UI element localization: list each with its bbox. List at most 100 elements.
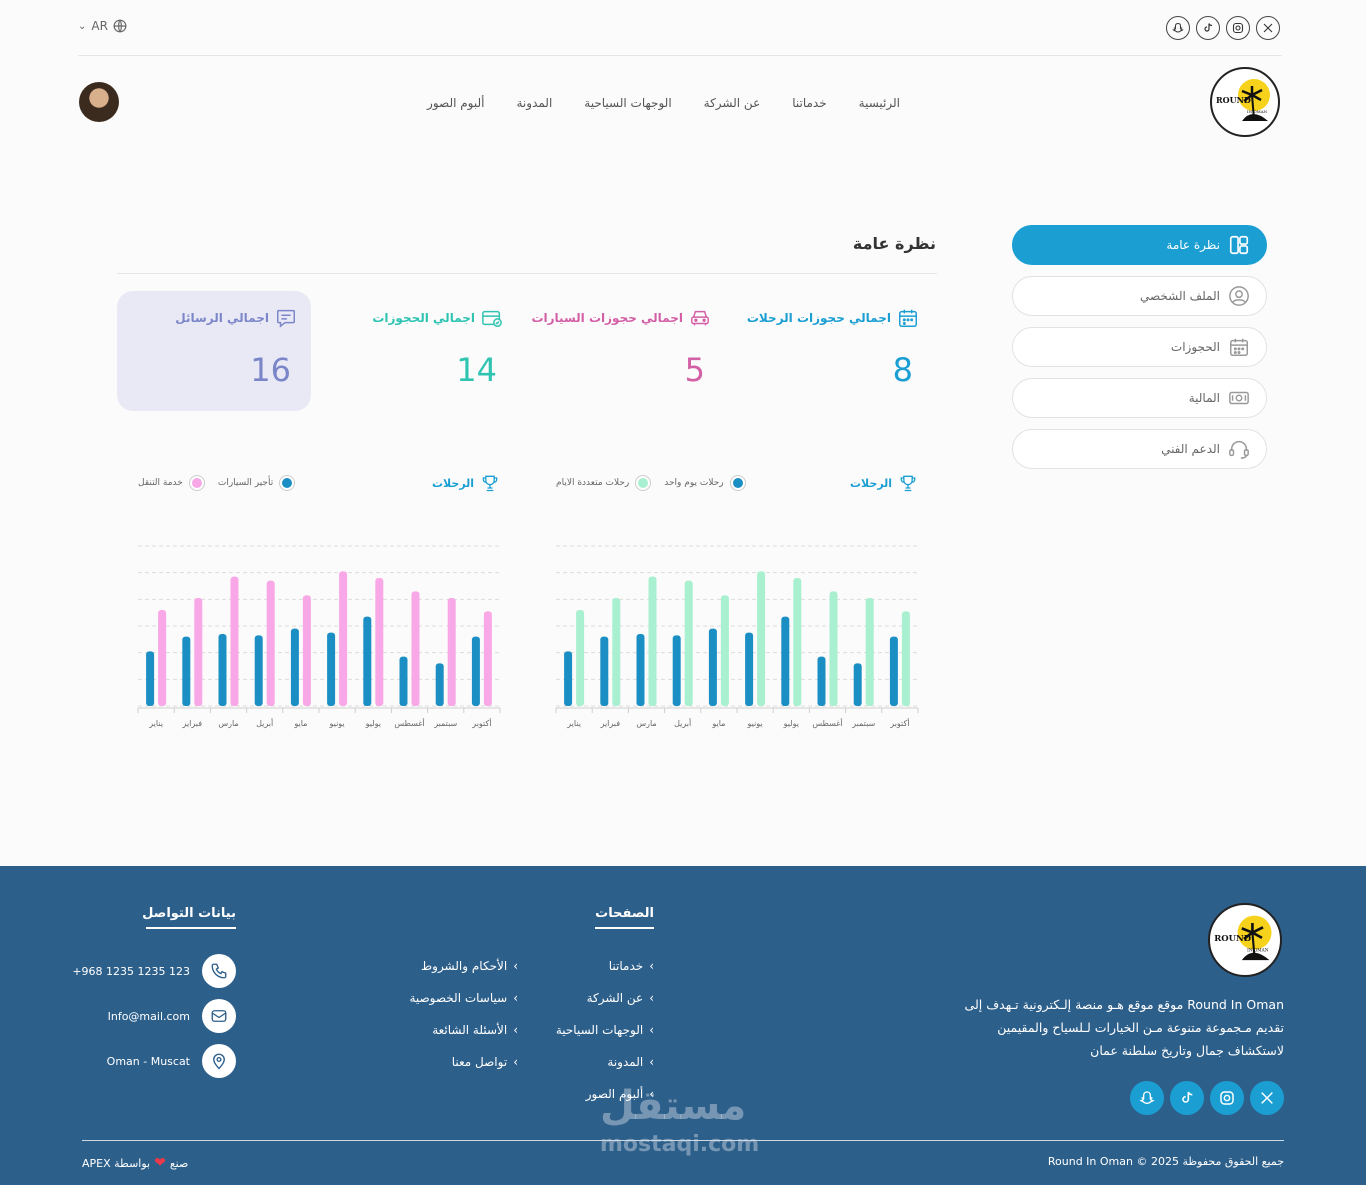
legend-label: رحلات متعددة الايام [556,478,630,488]
bar-primary [182,636,191,706]
logo-text-top: ROUND [1216,95,1251,105]
bar-primary [600,636,609,706]
sidebar-item-overview[interactable]: نظرة عامة [1012,225,1267,265]
sidebar-item-label: الملف الشخصي [1140,289,1220,303]
bar-primary [817,656,826,706]
footer-link-gallery[interactable]: ألبوم الصور ‹ [586,1087,654,1101]
x-tick-label: فبراير [182,719,203,728]
page-title: نظرة عامة [852,234,936,253]
bar-secondary [158,610,167,706]
legend-label: تأجير السيارات [217,478,274,488]
footer-pages-list-2: الأحكام والشروط ‹ سياسات الخصوصية ‹ الأسئل… [409,959,518,1069]
snapchat-icon[interactable] [1166,16,1190,40]
footer-logo[interactable]: ROUND IN OMAN [1208,903,1282,977]
nav-blog[interactable]: المدونة [516,96,553,110]
bar-secondary [339,571,348,706]
language-label: AR [91,19,108,33]
footer-link-about[interactable]: عن الشركة ‹ [587,991,654,1005]
legend-swatch [730,476,745,490]
chart1-title: الرحلات [850,476,893,490]
contact-phone[interactable]: +968 1235 1235 123 [72,954,236,988]
x-tick-label: يونيو [329,719,345,728]
watermark-latin: mostaqi.com [600,1132,760,1157]
footer-link-label: المدونة [607,1055,644,1069]
bar-secondary [266,580,275,706]
legend-label: رحلات يوم واحد [664,478,724,488]
chevron-left-icon: ‹ [649,959,654,973]
footer-pages-heading: الصفحات [595,906,654,929]
stat-label: اجمالي الرسائل [175,311,269,325]
bar-primary [471,636,480,706]
car-icon [691,310,709,326]
footer-link-destinations[interactable]: الوجهات السياحية ‹ [556,1023,654,1037]
sidebar-item-finance[interactable]: المالية [1012,378,1267,418]
bar-primary [218,634,227,706]
site-logo[interactable]: ROUND IN OMAN [1210,67,1280,137]
mail-icon [202,999,236,1033]
money-icon [1229,391,1249,405]
footer-link-blog[interactable]: المدونة ‹ [607,1055,654,1069]
snapchat-icon[interactable] [1130,1081,1164,1115]
bar-primary [290,628,299,706]
x-icon[interactable] [1256,16,1280,40]
phone-icon [202,954,236,988]
booking-icon [482,310,502,327]
x-tick-label: أكتوبر [471,718,491,728]
footer-link-label: سياسات الخصوصية [409,991,508,1005]
footer-link-services[interactable]: خدماتنا ‹ [609,959,654,973]
stat-card-messages: اجمالي الرسائل 16 [117,291,311,411]
chevron-left-icon: ‹ [513,959,518,973]
contact-email[interactable]: Info@mail.com [108,999,236,1033]
nav-about[interactable]: عن الشركة [703,96,761,110]
footer-link-privacy[interactable]: سياسات الخصوصية ‹ [409,991,518,1005]
bar-primary [889,636,898,706]
stat-value: 14 [456,351,497,389]
x-tick-label: أغسطس [812,718,842,728]
made-by-prefix: صنع [169,1156,189,1170]
legend-label: خدمة التنقل [138,478,183,488]
contact-phone-text: +968 1235 1235 123 [72,964,190,978]
footer-link-faq[interactable]: الأسئلة الشائعة ‹ [432,1023,518,1037]
headset-icon [1229,441,1249,459]
bar-secondary [375,578,384,706]
contact-location[interactable]: Oman - Muscat [107,1044,236,1078]
x-tick-label: مايو [293,719,307,728]
language-switcher[interactable]: ⌄ AR [78,19,127,33]
x-tick-label: مايو [711,719,725,728]
tiktok-icon[interactable] [1196,16,1220,40]
bar-secondary [576,610,585,706]
nav-home[interactable]: الرئيسية [858,96,900,110]
tiktok-icon[interactable] [1170,1081,1204,1115]
contact-location-text: Oman - Muscat [106,1054,190,1068]
avatar[interactable] [79,82,119,122]
instagram-icon[interactable] [1210,1081,1244,1115]
footer-link-terms[interactable]: الأحكام والشروط ‹ [421,959,518,973]
bar-secondary [483,611,492,706]
footer-link-contact[interactable]: تواصل معنا ‹ [452,1055,518,1069]
bar-primary [564,651,573,706]
x-icon[interactable] [1250,1081,1284,1115]
sidebar-item-bookings[interactable]: الحجوزات [1012,327,1267,367]
sidebar-item-support[interactable]: الدعم الفني [1012,429,1267,469]
heading-underline [146,927,236,929]
bar-secondary [648,576,657,706]
sidebar-item-profile[interactable]: الملف الشخصي [1012,276,1267,316]
instagram-icon[interactable] [1226,16,1250,40]
chevron-down-icon: ⌄ [78,20,87,32]
nav-gallery[interactable]: ألبوم الصور [427,96,485,110]
nav-services[interactable]: خدماتنا [792,96,827,110]
logo-text-top: ROUND [1214,933,1251,943]
chart2-legend: تأجير السيارات خدمة التنقل [138,476,295,490]
chart2-header: الرحلات [432,473,500,493]
dashboard-icon [1229,235,1249,255]
bar-secondary [901,611,910,706]
bar-primary [672,635,681,706]
nav-destinations[interactable]: الوجهات السياحية [584,96,672,110]
bar-primary [146,651,155,706]
x-tick-label: أكتوبر [889,718,909,728]
x-tick-label: يوليو [365,719,381,728]
calendar-icon [899,309,917,327]
x-tick-label: أغسطس [394,718,424,728]
stat-label: اجمالي حجوزات السيارات [531,311,683,325]
location-pin-icon [202,1044,236,1078]
